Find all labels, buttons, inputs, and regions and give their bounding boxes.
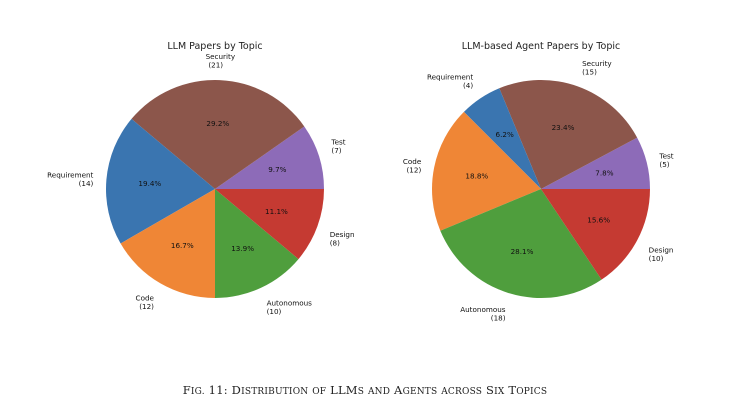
pie-slice-autonomous: [440, 189, 602, 298]
pie-slice-security: [499, 80, 638, 189]
chart-title: LLM-based Agent Papers by Topic: [462, 41, 621, 52]
pie-slice-test: [541, 137, 650, 189]
pie-slice-code: [431, 111, 541, 231]
slice-count-design: (10): [649, 254, 664, 263]
pie-slice-requirement: [463, 88, 541, 189]
slice-percent-security: 29.2%: [206, 119, 229, 128]
slice-percent-code: 16.7%: [171, 241, 194, 250]
slice-count-test: (5): [659, 160, 669, 169]
slice-label-security: Security: [582, 59, 612, 68]
slice-count-code: (12): [139, 302, 154, 311]
pie-slice-design: [541, 189, 650, 280]
slice-count-design: (8): [330, 238, 340, 247]
slice-label-test: Test: [658, 151, 673, 160]
pie-chart-2: LLM-based Agent Papers by Topic7.8%Test(…: [403, 41, 674, 322]
pie-slice-test: [215, 126, 324, 189]
slice-label-autonomous: Autonomous: [460, 305, 506, 314]
pie-chart-1: LLM Papers by Topic 9.7% Test(7) 29.2% Secur…: [47, 41, 354, 316]
slice-label-requirement: Requirement: [427, 72, 473, 81]
chart-title: LLM Papers by Topic: [167, 41, 262, 52]
slice-label-test: Test: [330, 137, 345, 146]
slice-count-test: (7): [331, 146, 341, 155]
slice-percent-test: 7.8%: [595, 169, 613, 178]
slice-percent-requirement: 6.2%: [496, 130, 514, 139]
slice-label-autonomous: Autonomous: [267, 299, 313, 308]
slice-percent-code: 18.8%: [465, 172, 488, 181]
slice-count-autonomous: (18): [491, 313, 506, 322]
slice-count-autonomous: (10): [267, 307, 282, 316]
slice-label-code: Code: [403, 157, 422, 166]
slice-label-design: Design: [330, 230, 355, 239]
slice-label-requirement: Requirement: [47, 170, 93, 179]
slice-count-requirement: (14): [79, 179, 94, 188]
slice-label-code: Code: [136, 294, 155, 303]
slice-percent-design: 11.1%: [265, 207, 288, 216]
slice-percent-autonomous: 13.9%: [231, 244, 254, 253]
slice-percent-autonomous: 28.1%: [511, 247, 534, 256]
pie-slice-code: [120, 189, 215, 298]
slice-percent-test: 9.7%: [268, 165, 286, 174]
pie-slice-autonomous: [215, 189, 299, 298]
slice-percent-requirement: 19.4%: [138, 179, 161, 188]
pie-slice-requirement: [106, 118, 215, 244]
figure-caption: FIG. 11: DISTRIBUTION OF LLMS AND AGENTS…: [182, 383, 548, 397]
slice-count-security: (21): [208, 61, 223, 70]
slice-label-design: Design: [649, 246, 674, 255]
pie-slice-design: [215, 189, 324, 260]
slice-percent-security: 23.4%: [552, 123, 575, 132]
slice-count-security: (15): [582, 68, 597, 77]
slice-count-requirement: (4): [463, 81, 473, 90]
slice-percent-design: 15.6%: [587, 215, 610, 224]
pie-slice-security: [131, 80, 305, 189]
slice-label-security: Security: [206, 52, 236, 61]
slice-count-code: (12): [407, 166, 422, 175]
